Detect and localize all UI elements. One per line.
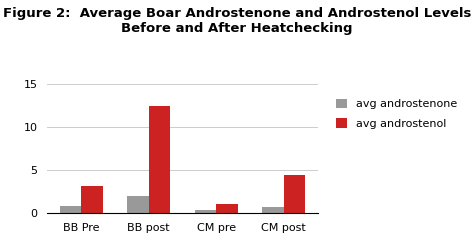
Bar	[216, 204, 238, 213]
Bar	[284, 175, 305, 213]
Text: Figure 2:  Average Boar Androstenone and Androstenol Levels
Before and After Hea: Figure 2: Average Boar Androstenone and …	[3, 7, 471, 35]
Bar	[195, 210, 216, 213]
Bar	[262, 207, 284, 213]
Bar	[81, 186, 103, 213]
Legend: avg androstenone, avg androstenol: avg androstenone, avg androstenol	[334, 96, 460, 131]
Bar	[127, 196, 149, 213]
Bar	[60, 206, 81, 213]
Bar	[149, 106, 170, 213]
